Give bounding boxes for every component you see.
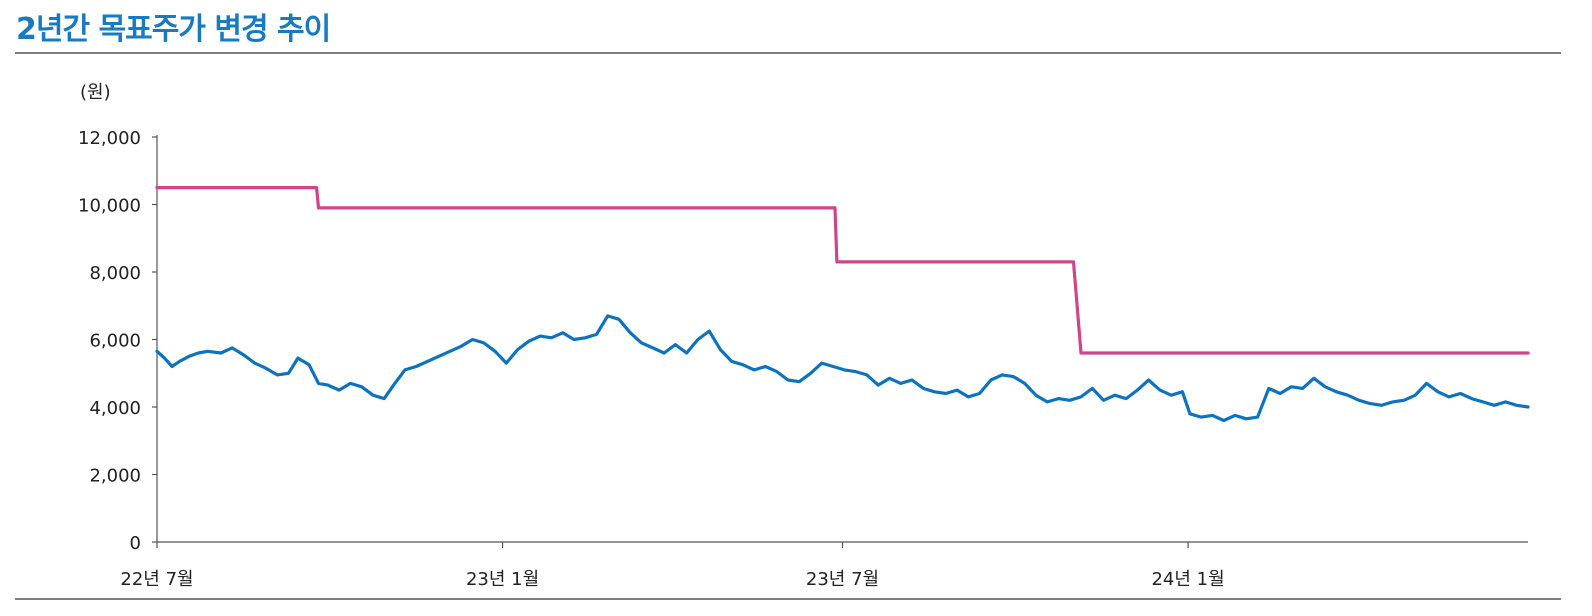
y-tick-label: 2,000 xyxy=(89,466,141,487)
x-tick-label: 23년 7월 xyxy=(806,569,879,590)
y-axis-unit-label: (원) xyxy=(80,82,111,103)
y-tick-label: 0 xyxy=(130,533,141,554)
y-tick-label: 12,000 xyxy=(78,128,141,149)
x-tick-label: 23년 1월 xyxy=(466,569,539,590)
y-tick-label: 10,000 xyxy=(78,196,141,217)
y-tick-label: 8,000 xyxy=(89,263,141,284)
axes: 0 2,000 4,000 6,000 8,000 10,000 12,000 22년 7월 2… xyxy=(78,128,1528,590)
top-divider xyxy=(15,52,1561,54)
bottom-divider xyxy=(15,598,1561,600)
y-tick-label: 6,000 xyxy=(89,331,141,352)
y-tick-label: 4,000 xyxy=(89,398,141,419)
x-tick-label: 24년 1월 xyxy=(1151,569,1224,590)
series-layer xyxy=(155,186,1530,423)
chart-title: 2년간 목표주가 변경 추이 xyxy=(16,12,331,47)
target-price-line xyxy=(155,186,1530,355)
x-tick-label: 22년 7월 xyxy=(120,569,193,590)
share-price-line xyxy=(155,314,1530,423)
